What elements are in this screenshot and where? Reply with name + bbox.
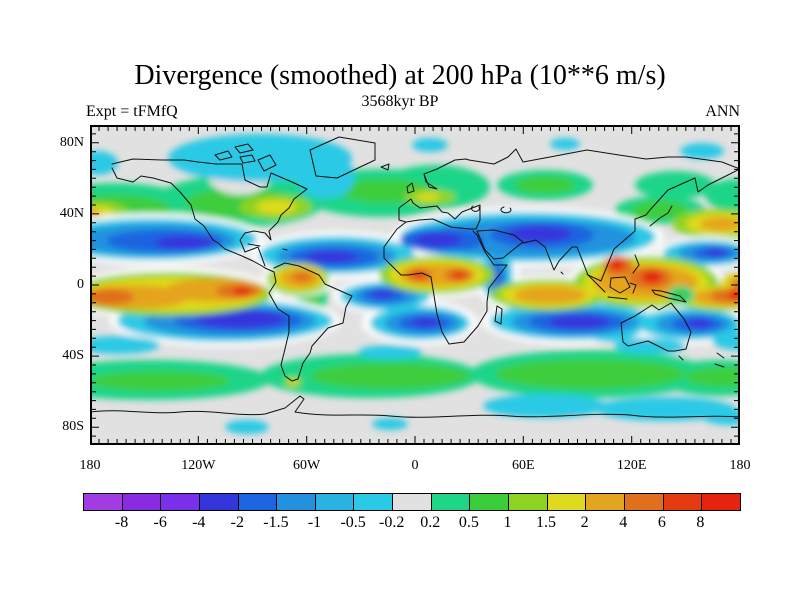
colorbar-segment	[393, 494, 432, 510]
x-axis-label: 60W	[293, 458, 321, 473]
colorbar-tick-label: -0.5	[340, 514, 366, 531]
colorbar-segment	[84, 494, 123, 510]
colorbar-tick-label: -1	[307, 514, 322, 531]
colorbar-segment	[122, 494, 162, 510]
axis-ticks	[90, 125, 740, 445]
colorbar-segment	[547, 494, 587, 510]
colorbar-tick-label: -6	[153, 514, 167, 531]
experiment-label: Expt = tFMfQ	[86, 103, 178, 120]
x-axis-label: 60E	[512, 458, 535, 473]
colorbar-tick-label: 0.2	[420, 514, 441, 531]
plot-subtitle: 3568kyr BP	[361, 93, 439, 110]
colorbar-tick-label: -1.5	[263, 514, 289, 531]
colorbar-tick-label: 1.5	[536, 514, 557, 531]
y-axis-label: 80S	[62, 419, 84, 435]
x-axis-label: 0	[411, 458, 419, 473]
colorbar-segment	[431, 494, 471, 510]
y-axis-label: 40S	[62, 348, 84, 364]
y-axis-label: 40N	[59, 205, 84, 221]
colorbar-segment	[315, 494, 355, 510]
colorbar-segment	[161, 494, 200, 510]
plot-title: Divergence (smoothed) at 200 hPa (10**6 …	[134, 60, 666, 91]
colorbar-segment	[586, 494, 625, 510]
map-plot-area	[90, 125, 740, 445]
colorbar-segment	[277, 494, 316, 510]
coastlines	[90, 136, 740, 418]
colorbar-segment	[238, 494, 278, 510]
colorbar-segment	[702, 494, 740, 510]
colorbar-segment	[663, 494, 703, 510]
colorbar-tick-label: 8	[696, 514, 705, 531]
season-label: ANN	[705, 103, 740, 120]
x-axis-label: 120W	[181, 458, 216, 473]
colorbar-segment	[624, 494, 664, 510]
colorbar-tick-label: 1	[503, 514, 512, 531]
colorbar-tick-label: -0.2	[379, 514, 405, 531]
colorbar-segment	[199, 494, 239, 510]
y-axis-label: 0	[77, 277, 84, 292]
colorbar-segment	[470, 494, 510, 510]
colorbar-tick-label: 2	[580, 514, 589, 531]
x-axis-label: 180	[729, 458, 751, 473]
map-frame	[90, 125, 740, 445]
colorbar-tick-label: 4	[619, 514, 628, 531]
colorbar-tick-label: -8	[114, 514, 129, 531]
colorbar-segment	[354, 494, 394, 510]
x-axis-label: 120E	[616, 458, 647, 473]
x-axis-label: 180	[79, 458, 101, 473]
colorbar-segment	[509, 494, 548, 510]
colorbar-tick-label: -4	[192, 514, 206, 531]
colorbar-tick-label: 0.5	[458, 514, 479, 531]
colorbar-tick-label: 6	[657, 514, 666, 531]
colorbar-tick-label: -2	[230, 514, 244, 531]
divergence-world-map	[90, 125, 740, 445]
colorbar	[83, 493, 741, 511]
y-axis-label: 80N	[59, 134, 84, 150]
